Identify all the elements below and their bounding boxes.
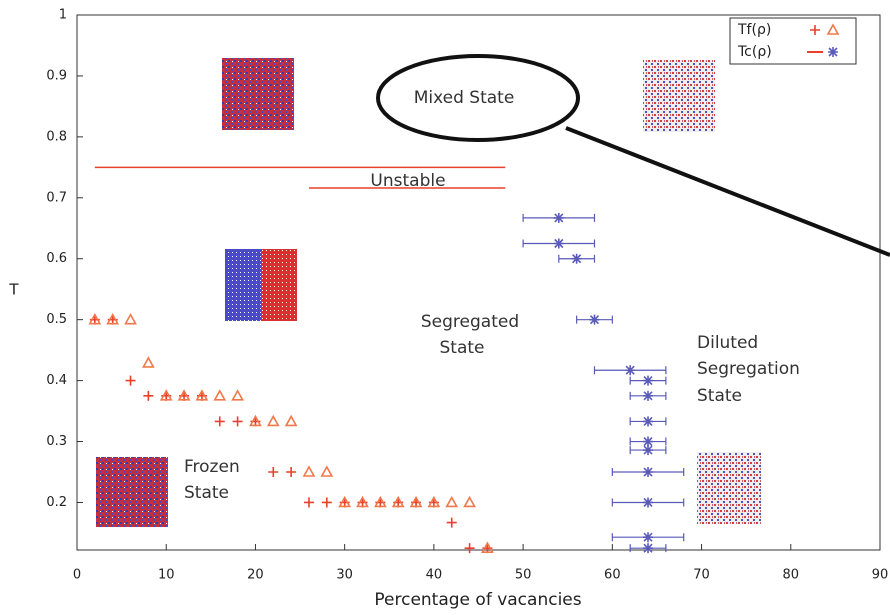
x-tick-label: 10 [158, 568, 175, 583]
snapshot [225, 249, 261, 321]
plus-marker [215, 416, 225, 426]
star-marker [572, 254, 582, 264]
annotation: Segregation [697, 359, 800, 379]
plus-marker [126, 376, 136, 386]
plus-marker [233, 416, 243, 426]
x-tick-label: 80 [783, 568, 800, 583]
triangle-marker [447, 497, 457, 506]
x-tick-label: 20 [247, 568, 264, 583]
star-marker [643, 416, 653, 426]
y-axis-label: T [8, 281, 19, 299]
y-tick-label: 1 [59, 8, 67, 23]
y-tick-label: 0.6 [46, 251, 67, 266]
annotation: State [697, 386, 742, 406]
x-tick-label: 0 [73, 568, 81, 583]
snapshot [96, 457, 168, 527]
star-marker [643, 445, 653, 455]
star-marker [643, 376, 653, 386]
legend-label: Tc(ρ) [737, 44, 772, 60]
star-marker [643, 391, 653, 401]
star-marker [643, 467, 653, 477]
x-tick-label: 50 [515, 568, 532, 583]
annotation: State [184, 483, 229, 503]
plus-marker [304, 497, 314, 507]
triangle-marker [322, 467, 332, 476]
star-marker [643, 437, 653, 447]
star-marker [589, 315, 599, 325]
star-marker [828, 47, 838, 57]
triangle-marker [143, 358, 153, 367]
star-marker [625, 365, 635, 375]
star-marker [643, 497, 653, 507]
plus-marker [465, 543, 475, 553]
snapshot [261, 249, 297, 321]
triangle-marker [215, 391, 225, 400]
plus-marker [322, 497, 332, 507]
x-tick-label: 70 [693, 568, 710, 583]
y-tick-label: 0.7 [46, 190, 67, 205]
plus-marker [143, 391, 153, 401]
annotation: Frozen [184, 457, 240, 477]
snapshot [643, 60, 715, 132]
y-tick-label: 0.4 [46, 373, 67, 388]
chart: Mixed State Unstable Segregated State Di… [0, 0, 890, 615]
y-tick-label: 0.3 [46, 434, 67, 449]
x-tick-label: 60 [604, 568, 621, 583]
x-tick-label: 40 [426, 568, 443, 583]
annotation: Mixed State [414, 88, 515, 108]
y-tick-label: 0.2 [46, 495, 67, 510]
triangle-marker [126, 315, 136, 324]
plus-marker [268, 467, 278, 477]
star-marker [554, 213, 564, 223]
star-marker [643, 543, 653, 553]
triangle-marker [304, 467, 314, 476]
snapshot [697, 452, 761, 524]
legend-label: Tf(ρ) [737, 22, 771, 38]
triangle-marker [233, 391, 243, 400]
y-tick-label: 0.9 [46, 68, 67, 83]
snapshot [222, 58, 294, 130]
star-marker [554, 239, 564, 249]
triangle-marker [268, 416, 278, 425]
star-marker [643, 532, 653, 542]
triangle-marker [465, 497, 475, 506]
y-tick-label: 0.5 [46, 312, 67, 327]
annotation: Diluted [697, 333, 758, 353]
annotation: Segregated [421, 312, 519, 332]
x-axis-label: Percentage of vacancies [374, 590, 581, 610]
annotation: State [440, 338, 485, 358]
triangle-marker [286, 416, 296, 425]
y-tick-label: 0.8 [46, 129, 67, 144]
x-tick-label: 90 [872, 568, 889, 583]
x-tick-label: 30 [336, 568, 353, 583]
pointer-arrow [566, 128, 890, 255]
plus-marker [447, 518, 457, 528]
plus-marker [286, 467, 296, 477]
